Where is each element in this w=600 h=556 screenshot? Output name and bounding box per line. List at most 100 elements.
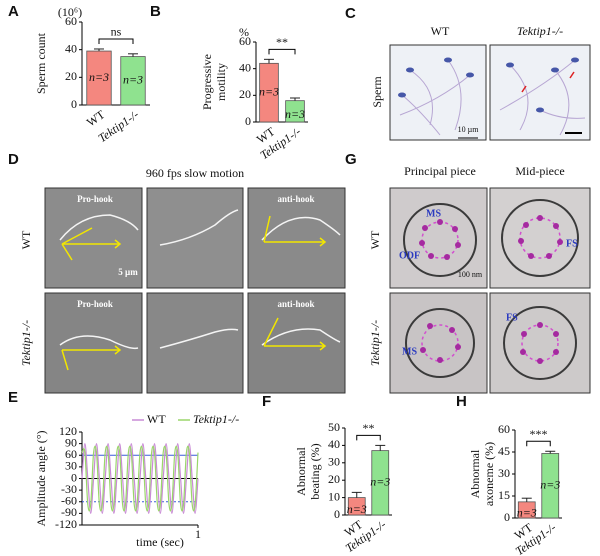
flagellum xyxy=(59,214,139,241)
axoneme xyxy=(455,242,461,248)
significance-label: ** xyxy=(276,35,288,49)
scale-label: 10 µm xyxy=(458,125,480,134)
axoneme xyxy=(501,199,579,277)
micrograph xyxy=(571,57,579,63)
column-label: Tektip1-/- xyxy=(517,24,563,38)
axoneme xyxy=(452,226,458,232)
panel-label: C xyxy=(345,5,356,22)
significance-bracket xyxy=(98,38,134,44)
tem-image xyxy=(389,292,488,394)
y-tick-label: 30 xyxy=(65,459,77,473)
bar-annotation: n=3 xyxy=(517,506,537,520)
column-label: Principal piece xyxy=(404,164,476,178)
panel-label: G xyxy=(345,151,357,168)
y-tick-label: -30 xyxy=(61,482,77,496)
y-tick-label: 0 xyxy=(245,114,251,128)
axoneme xyxy=(419,240,425,246)
y-axis-label: Abnormal xyxy=(294,447,308,496)
axoneme xyxy=(528,253,534,259)
tem-image xyxy=(389,187,591,394)
legend-label: Tektip1-/- xyxy=(193,412,239,426)
structure-label: FS xyxy=(566,238,578,249)
angle-arrow xyxy=(61,345,122,371)
axoneme xyxy=(428,253,434,259)
y-unit: % xyxy=(239,25,249,39)
y-tick-label: 40 xyxy=(65,41,77,55)
y-axis-label: Abnormal xyxy=(468,449,482,498)
axoneme xyxy=(521,331,527,337)
panel-label: H xyxy=(456,393,467,410)
angle-arrow xyxy=(263,317,327,351)
flagellum xyxy=(159,209,239,246)
axoneme xyxy=(419,215,563,364)
panel-label: A xyxy=(8,3,19,20)
micrograph xyxy=(389,44,591,141)
video-frame xyxy=(146,187,244,289)
y-tick-label: 0 xyxy=(71,97,77,111)
y-tick-label: 60 xyxy=(498,422,510,436)
axoneme xyxy=(437,219,443,225)
tem-image xyxy=(489,187,591,289)
flagellum xyxy=(59,335,139,350)
micrograph xyxy=(506,62,514,68)
axoneme xyxy=(427,323,433,329)
row-label: WT xyxy=(368,230,382,249)
y-tick-label: 120 xyxy=(59,424,77,438)
y-axis-label: beating (%) xyxy=(308,443,322,499)
significance-bracket xyxy=(526,440,551,447)
bar-annotation: n=3 xyxy=(540,477,560,491)
micrograph xyxy=(466,72,474,78)
bar xyxy=(86,50,112,106)
axoneme xyxy=(553,331,559,337)
y-tick-label: -90 xyxy=(61,505,77,519)
column-label: WT xyxy=(431,24,450,38)
frame-label: Pro-hook xyxy=(77,194,113,204)
bar-annotation: n=3 xyxy=(285,107,305,121)
angle-arrow xyxy=(61,227,122,261)
panel-label: D xyxy=(8,151,19,168)
y-axis-label: Sperm count xyxy=(34,32,48,94)
row-label: Tektip1-/- xyxy=(368,320,382,366)
panel-label: F xyxy=(262,393,271,410)
flagellum xyxy=(59,209,341,350)
bar xyxy=(120,56,146,106)
axoneme xyxy=(449,327,455,333)
scale-label: 100 nm xyxy=(458,270,483,279)
y-tick-label: 15 xyxy=(498,488,510,502)
axoneme xyxy=(403,199,579,380)
panel-title: 960 fps slow motion xyxy=(146,166,244,180)
series-line xyxy=(81,445,199,512)
significance-bracket xyxy=(268,48,296,55)
x-tick-label: WT xyxy=(84,107,108,130)
y-tick-label: 50 xyxy=(328,420,340,434)
bar-annotation: n=3 xyxy=(89,70,109,84)
flagellum xyxy=(261,216,341,241)
y-tick-label: 30 xyxy=(498,466,510,480)
micrograph xyxy=(551,67,559,73)
axoneme xyxy=(403,203,477,277)
y-tick-label: 10 xyxy=(328,489,340,503)
y-axis-label: axoneme (%) xyxy=(482,442,496,506)
tem-image xyxy=(489,292,591,394)
axoneme xyxy=(444,254,450,260)
micrograph xyxy=(444,57,452,63)
row-label: Tektip1-/- xyxy=(19,320,33,366)
y-tick-label: -60 xyxy=(61,494,77,508)
x-tick-label: 1 xyxy=(195,527,201,541)
y-tick-label: 90 xyxy=(65,435,77,449)
y-tick-label: 60 xyxy=(239,34,251,48)
y-axis-label: Amplitude angle (°) xyxy=(34,430,48,526)
axoneme xyxy=(422,225,428,231)
y-tick-label: 20 xyxy=(328,472,340,486)
video-frame xyxy=(44,292,143,394)
micrograph xyxy=(389,44,487,141)
micrograph xyxy=(521,71,575,93)
structure-label: MS xyxy=(426,208,441,219)
row-label: Sperm xyxy=(370,76,384,108)
y-tick-label: 40 xyxy=(239,60,251,74)
micrograph xyxy=(406,67,414,73)
axoneme xyxy=(523,222,529,228)
video-frame xyxy=(146,292,244,394)
axoneme xyxy=(537,215,543,221)
frame-label: anti-hook xyxy=(277,194,314,204)
